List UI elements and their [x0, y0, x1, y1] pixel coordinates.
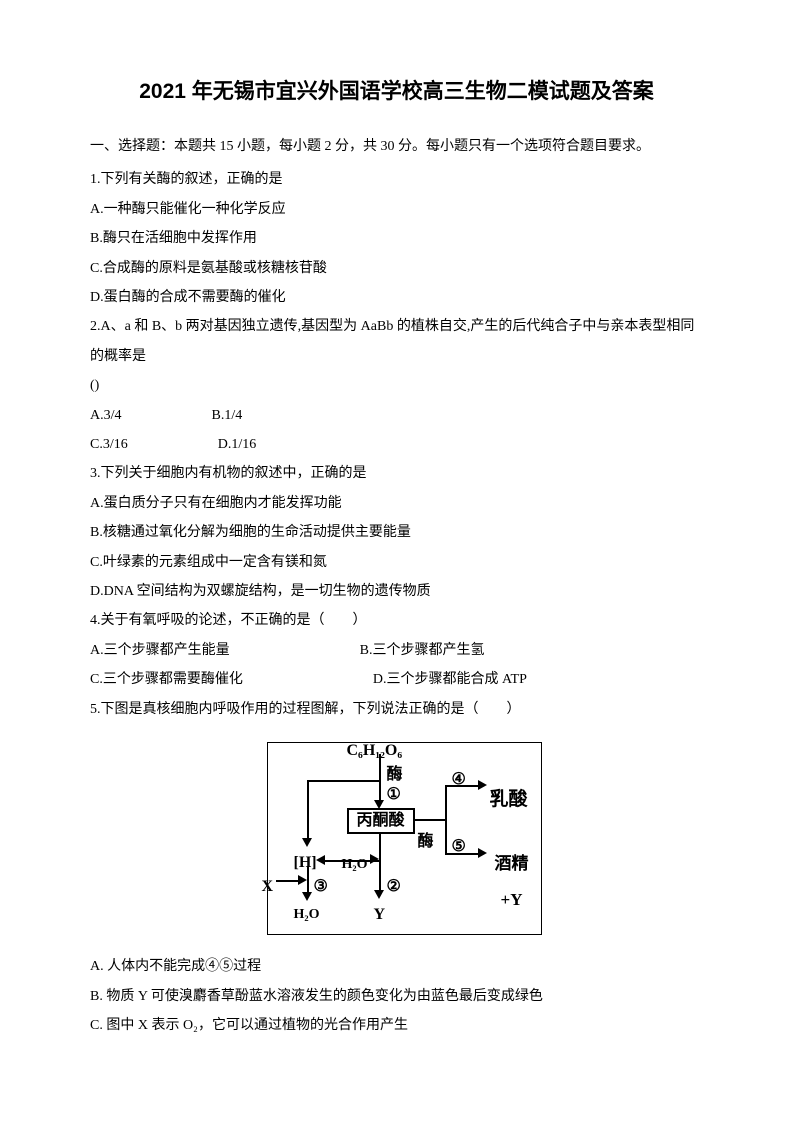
q1-stem: 1.下列有关酶的叙述，正确的是 [90, 165, 703, 194]
q2-option-d: D.1/16 [218, 430, 257, 459]
q2-stem-2: () [90, 371, 703, 400]
q1-option-d: D.蛋白酶的合成不需要酶的催化 [90, 283, 703, 312]
q4-option-d: D.三个步骤都能合成 ATP [373, 665, 527, 694]
diagram-n3: ③ [314, 870, 328, 904]
diagram-h2o-1: H₂O [342, 850, 368, 879]
q2-stem-1: 2.A、a 和 B、b 两对基因独立遗传,基因型为 AaBb 的植株自交,产生的… [90, 312, 703, 371]
q2-option-a: A.3/4 [90, 401, 122, 430]
q4-options-row2: C.三个步骤都需要酶催化 D.三个步骤都能合成 ATP [90, 665, 703, 694]
diagram-lactic: 乳酸 [490, 780, 528, 820]
q3-option-a: A.蛋白质分子只有在细胞内才能发挥功能 [90, 489, 703, 518]
diagram-n2: ② [387, 870, 401, 904]
section-header: 一、选择题：本题共 15 小题，每小题 2 分，共 30 分。每小题只有一个选项… [90, 132, 703, 161]
q5-stem: 5.下图是真核细胞内呼吸作用的过程图解，下列说法正确的是（ ） [90, 695, 703, 724]
q5-diagram: C₆H₁₂O₆ 酶 ① 丙酮酸 ④ 乳酸 ⑤ 酒精 +Y 酶 H₂O [90, 730, 703, 946]
diagram-n4: ④ [452, 763, 466, 797]
q3-option-d: D.DNA 空间结构为双螺旋结构，是一切生物的遗传物质 [90, 577, 703, 606]
q1-option-b: B.酶只在活细胞中发挥作用 [90, 224, 703, 253]
q1-option-a: A.一种酶只能催化一种化学反应 [90, 195, 703, 224]
q3-stem: 3.下列关于细胞内有机物的叙述中，正确的是 [90, 459, 703, 488]
diagram-X: X [262, 870, 274, 904]
q5-option-b: B. 物质 Y 可使溴麝香草酚蓝水溶液发生的颜色变化为由蓝色最后变成绿色 [90, 982, 703, 1011]
q4-options-row1: A.三个步骤都产生能量 B.三个步骤都产生氢 [90, 636, 703, 665]
q2-option-b: B.1/4 [212, 401, 243, 430]
q4-option-c: C.三个步骤都需要酶催化 [90, 665, 243, 694]
q2-option-c: C.3/16 [90, 430, 128, 459]
q4-stem: 4.关于有氧呼吸的论述，不正确的是（ ） [90, 606, 703, 635]
diagram-n5: ⑤ [452, 830, 466, 864]
q2-options-row2: C.3/16 D.1/16 [90, 430, 703, 459]
diagram-h2o-2: H₂O [294, 900, 320, 929]
diagram-enzyme-2: 酶 [418, 825, 434, 859]
q5-option-a: A. 人体内不能完成④⑤过程 [90, 952, 703, 981]
diagram-n1: ① [387, 778, 401, 812]
diagram-Y: Y [374, 898, 386, 932]
q4-option-a: A.三个步骤都产生能量 [90, 636, 230, 665]
q5-option-c: C. 图中 X 表示 O₂，它可以通过植物的光合作用产生 [90, 1011, 703, 1040]
q1-option-c: C.合成酶的原料是氨基酸或核糖核苷酸 [90, 254, 703, 283]
q3-option-c: C.叶绿素的元素组成中一定含有镁和氮 [90, 548, 703, 577]
diagram-pyruvate: 丙酮酸 [347, 808, 415, 834]
q3-option-b: B.核糖通过氧化分解为细胞的生命活动提供主要能量 [90, 518, 703, 547]
q2-options-row1: A.3/4 B.1/4 [90, 401, 703, 430]
diagram-alcohol: 酒精 +Y [482, 846, 542, 917]
q4-option-b: B.三个步骤都产生氢 [360, 636, 485, 665]
page-title: 2021 年无锡市宜兴外国语学校高三生物二模试题及答案 [90, 70, 703, 114]
